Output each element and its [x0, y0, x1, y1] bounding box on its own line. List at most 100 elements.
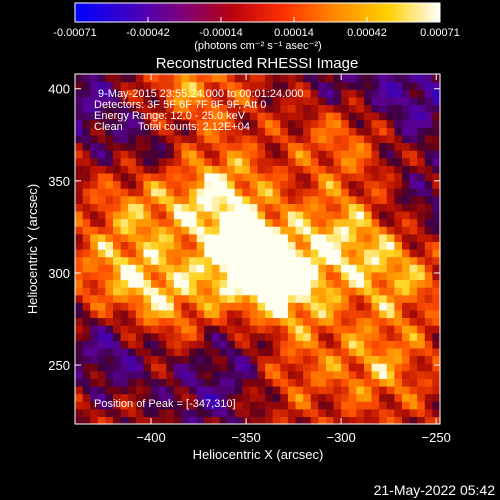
heatmap-cell	[158, 157, 167, 166]
heatmap-cell	[75, 302, 84, 311]
annotation-time: 9-May-2015 23:55:24.000 to 00:01:24.000	[98, 88, 304, 100]
heatmap-cell	[90, 264, 99, 273]
heatmap-cell	[348, 279, 357, 288]
heatmap-cell	[401, 287, 411, 296]
heatmap-cell	[348, 347, 357, 357]
heatmap-cell	[265, 340, 274, 349]
heatmap-cell	[211, 165, 221, 174]
heatmap-cell	[128, 340, 137, 349]
heatmap-cell	[242, 294, 251, 303]
heatmap-cell	[318, 385, 327, 395]
heatmap-cell	[424, 233, 433, 242]
heatmap-cell	[310, 241, 319, 250]
heatmap-cell	[219, 249, 228, 258]
heatmap-cell	[310, 81, 319, 90]
heatmap-cell	[90, 112, 99, 121]
heatmap-cell	[105, 317, 114, 326]
heatmap-cell	[318, 180, 327, 189]
heatmap-cell	[105, 385, 114, 395]
heatmap-cell	[196, 165, 205, 174]
heatmap-cell	[143, 142, 152, 151]
heatmap-cell	[333, 302, 342, 311]
heatmap-cell	[432, 249, 441, 258]
heatmap-cell	[173, 408, 183, 417]
heatmap-cell	[97, 142, 107, 151]
heatmap-cell	[128, 180, 137, 189]
heatmap-cell	[97, 134, 107, 144]
heatmap-cell	[318, 302, 327, 311]
heatmap-cell	[356, 81, 365, 90]
heatmap-cell	[363, 74, 373, 83]
heatmap-cell	[75, 127, 84, 136]
heatmap-cell	[90, 370, 99, 379]
heatmap-cell	[181, 347, 190, 357]
heatmap-cell	[90, 401, 99, 410]
heatmap-cell	[166, 279, 175, 288]
heatmap-cell	[424, 150, 433, 159]
heatmap-cell	[204, 264, 213, 273]
heatmap-cell	[181, 302, 190, 311]
heatmap-cell	[325, 188, 335, 197]
heatmap-cell	[120, 385, 129, 395]
heatmap-cell	[113, 112, 122, 121]
heatmap-cell	[105, 89, 114, 98]
heatmap-cell	[257, 233, 266, 242]
heatmap-cell	[90, 385, 99, 395]
heatmap-cell	[310, 210, 319, 220]
heatmap-cell	[249, 233, 259, 242]
heatmap-cell	[113, 233, 122, 242]
heatmap-cell	[386, 127, 395, 136]
heatmap-cell	[128, 279, 137, 288]
heatmap-cell	[234, 249, 243, 258]
heatmap-cell	[287, 195, 297, 204]
heatmap-cell	[227, 401, 236, 410]
heatmap-cell	[333, 385, 342, 395]
heatmap-cell	[249, 81, 259, 90]
heatmap-cell	[287, 134, 297, 144]
heatmap-cell	[211, 256, 221, 265]
heatmap-cell	[249, 112, 259, 121]
heatmap-cell	[379, 355, 388, 364]
heatmap-cell	[348, 142, 357, 151]
heatmap-cell	[82, 150, 91, 159]
annotation-block: 9-May-2015 23:55:24.000 to 00:01:24.000 …	[94, 88, 304, 133]
heatmap-cell	[348, 210, 357, 220]
heatmap-cell	[181, 165, 190, 174]
heatmap-cell	[90, 119, 99, 128]
heatmap-cell	[272, 401, 281, 410]
heatmap-cell	[219, 256, 228, 265]
heatmap-cell	[97, 203, 107, 212]
heatmap-cell	[227, 287, 236, 296]
heatmap-cell	[143, 279, 152, 288]
heatmap-cell	[173, 81, 183, 90]
heatmap-cell	[135, 226, 145, 235]
heatmap-cell	[333, 188, 342, 197]
heatmap-cell	[97, 74, 107, 83]
heatmap-cell	[272, 89, 281, 98]
heatmap-cell	[417, 172, 426, 182]
heatmap-cell	[310, 134, 319, 144]
heatmap-cell	[105, 249, 114, 258]
heatmap-cell	[363, 264, 373, 273]
heatmap-cell	[120, 180, 129, 189]
heatmap-cell	[90, 249, 99, 258]
heatmap-cell	[227, 271, 236, 281]
heatmap-cell	[242, 81, 251, 90]
heatmap-cell	[234, 370, 243, 379]
heatmap-cell	[310, 340, 319, 349]
heatmap-cell	[97, 385, 107, 395]
heatmap-cell	[333, 355, 342, 364]
heatmap-cell	[249, 378, 259, 387]
heatmap-cell	[295, 127, 304, 136]
heatmap-cell	[417, 279, 426, 288]
heatmap-cell	[97, 317, 107, 326]
heatmap-cell	[120, 340, 129, 349]
heatmap-cell	[166, 355, 175, 364]
heatmap-cell	[227, 363, 236, 372]
heatmap-cell	[120, 142, 129, 151]
heatmap-cell	[189, 165, 198, 174]
heatmap-cell	[90, 355, 99, 364]
heatmap-cell	[120, 355, 129, 364]
heatmap-cell	[303, 317, 312, 326]
heatmap-cell	[341, 142, 350, 151]
